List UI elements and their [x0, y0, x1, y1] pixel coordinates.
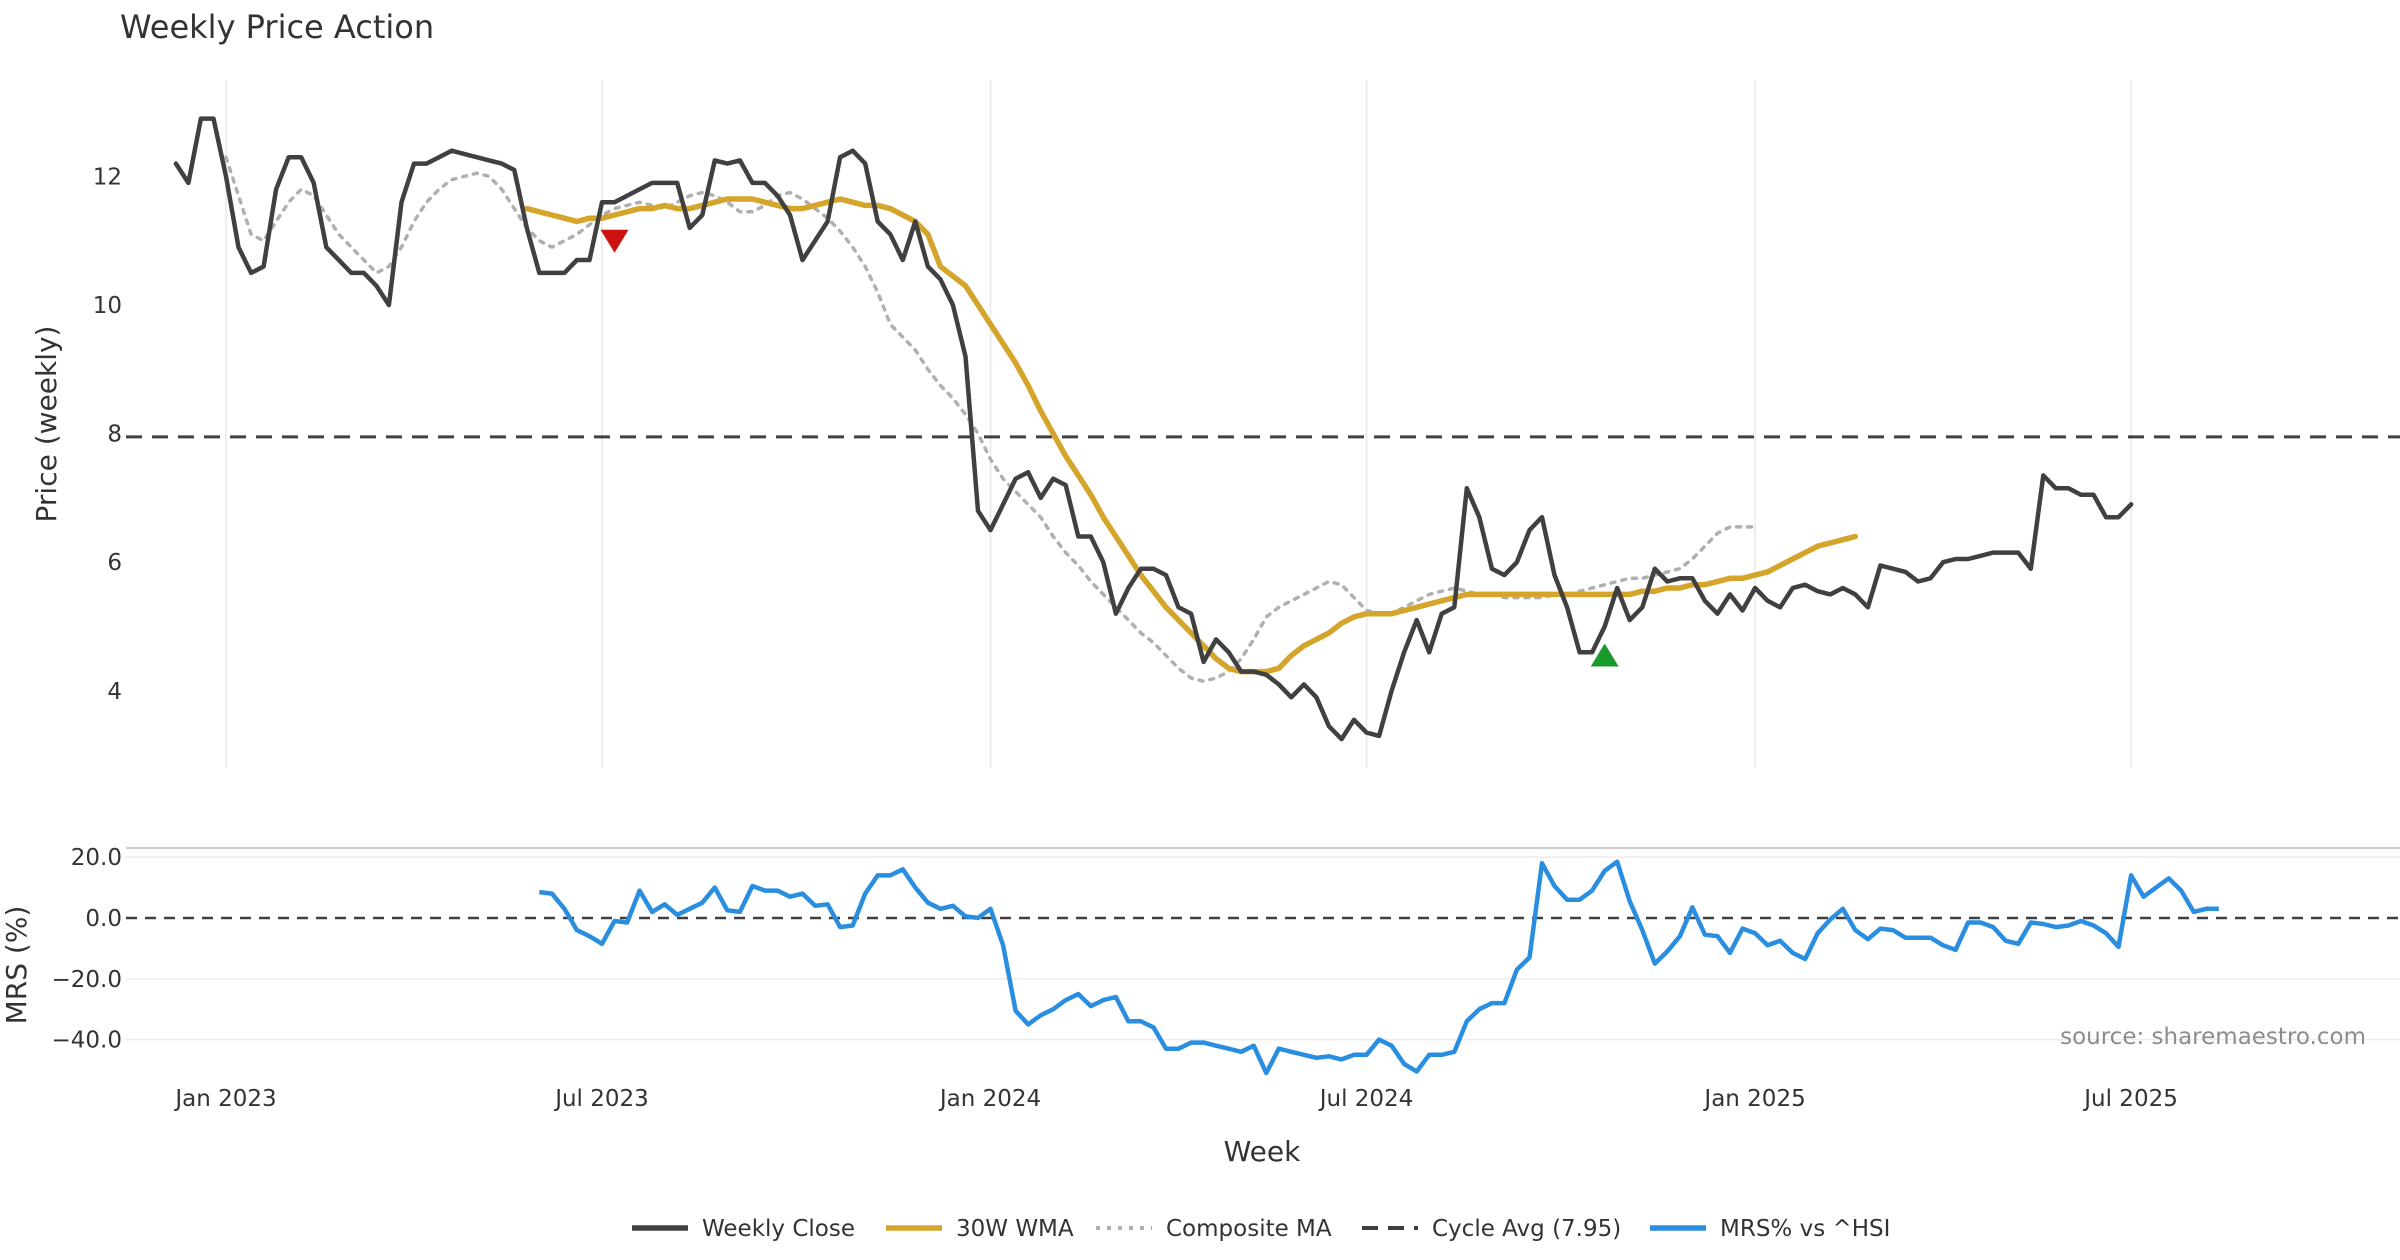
weekly-close-line — [173, 116, 2134, 742]
mrs-y-axis-label: MRS (%) — [0, 906, 33, 1025]
mrs-grid — [126, 856, 2400, 1041]
mrs-panel: 20.0 0.0 −20.0 −40.0 MRS (%) source: sharem… — [0, 845, 2400, 1076]
mrs-y-tick-label: −20.0 — [52, 967, 122, 993]
wma-30w-line — [524, 196, 1859, 675]
x-tick-label: Jan 2023 — [173, 1086, 276, 1112]
mrs-y-tick-label: 0.0 — [85, 906, 122, 932]
mrs-y-tick-label: 20.0 — [71, 845, 122, 871]
x-tick-label: Jan 2024 — [938, 1086, 1041, 1112]
price-vertical-grid — [225, 80, 2132, 768]
x-tick-label: Jul 2024 — [1318, 1086, 1414, 1112]
mrs-y-tick-label: −40.0 — [52, 1028, 122, 1054]
price-y-tick-label: 6 — [107, 550, 122, 576]
price-y-tick-label: 12 — [93, 164, 122, 190]
buy-marker — [1590, 643, 1619, 667]
chart-title: Weekly Price Action — [120, 8, 434, 46]
price-y-tick-label: 8 — [107, 422, 122, 448]
legend: Weekly Close 30W WMA Composite MA Cycle Avg… — [632, 1216, 1890, 1242]
composite-ma-line — [224, 155, 1757, 683]
x-tick-label: Jul 2023 — [553, 1086, 649, 1112]
price-y-ticks: 4 6 8 10 12 — [93, 164, 122, 704]
x-axis-ticks: Jan 2023 Jul 2023 Jan 2024 Jul 2024 Jan 2025… — [173, 1086, 2178, 1112]
signal-markers — [600, 229, 1619, 667]
price-y-tick-label: 4 — [107, 679, 122, 705]
source-label: source: sharemaestro.com — [2060, 1024, 2366, 1050]
price-panel: 4 6 8 10 12 Price (weekly) — [30, 80, 2400, 768]
legend-label: 30W WMA — [956, 1216, 1074, 1242]
legend-label: MRS% vs ^HSI — [1720, 1216, 1890, 1242]
price-y-axis-label: Price (weekly) — [30, 326, 63, 523]
sell-marker — [600, 229, 629, 253]
legend-label: Weekly Close — [702, 1216, 855, 1242]
x-axis-label: Week — [1224, 1135, 1301, 1168]
x-tick-label: Jul 2025 — [2082, 1086, 2178, 1112]
mrs-y-ticks: 20.0 0.0 −20.0 −40.0 — [52, 845, 122, 1053]
x-tick-label: Jan 2025 — [1702, 1086, 1805, 1112]
legend-label: Cycle Avg (7.95) — [1432, 1216, 1621, 1242]
mrs-line — [539, 859, 2219, 1076]
legend-label: Composite MA — [1166, 1216, 1332, 1242]
price-y-tick-label: 10 — [93, 293, 122, 319]
